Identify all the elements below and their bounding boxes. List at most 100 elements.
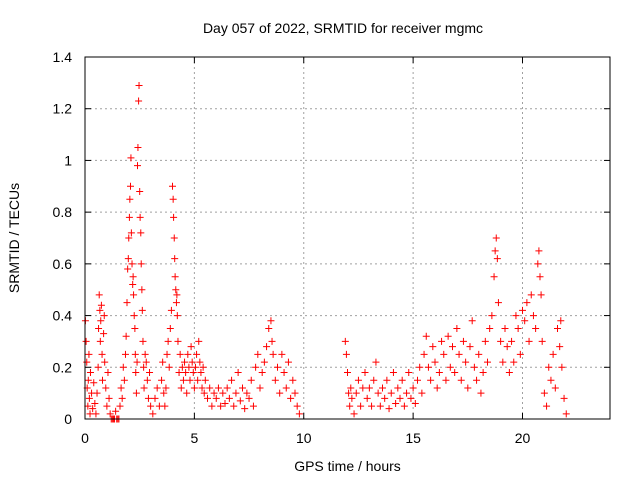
data-point xyxy=(86,368,94,376)
data-point xyxy=(149,410,157,418)
data-point xyxy=(411,399,419,407)
data-point xyxy=(201,376,209,384)
data-point xyxy=(527,291,535,299)
data-point xyxy=(470,363,478,371)
y-tick-label: 1.4 xyxy=(53,49,73,65)
data-point xyxy=(127,229,135,237)
data-point xyxy=(101,358,109,366)
data-point xyxy=(392,399,400,407)
data-point xyxy=(183,389,191,397)
x-tick-label: 5 xyxy=(190,430,198,446)
data-point xyxy=(225,394,233,402)
data-point xyxy=(197,368,205,376)
data-point xyxy=(536,273,544,281)
y-tick-label: 0.2 xyxy=(53,359,73,375)
data-point xyxy=(187,343,195,351)
data-point xyxy=(98,350,106,358)
data-point xyxy=(435,368,443,376)
data-point xyxy=(134,162,141,170)
data-point xyxy=(350,410,358,418)
data-point xyxy=(204,394,211,402)
data-point xyxy=(170,234,178,242)
data-point xyxy=(558,363,566,371)
data-point xyxy=(256,384,264,392)
data-point xyxy=(214,384,222,392)
data-point xyxy=(352,389,360,397)
data-point xyxy=(466,343,474,351)
data-point xyxy=(449,343,456,351)
data-point xyxy=(505,368,513,376)
data-point xyxy=(260,358,268,366)
data-point xyxy=(407,394,415,402)
data-point xyxy=(519,306,526,314)
data-point xyxy=(130,312,138,320)
data-point xyxy=(499,358,507,366)
data-point xyxy=(346,402,354,410)
data-point xyxy=(117,384,125,392)
data-point xyxy=(221,399,229,407)
data-point xyxy=(282,384,290,392)
data-point xyxy=(468,317,476,325)
data-point xyxy=(486,325,494,332)
data-point xyxy=(341,337,349,345)
data-point xyxy=(96,337,104,345)
data-point xyxy=(521,317,529,325)
data-point xyxy=(422,332,430,340)
data-point xyxy=(239,384,246,392)
data-point xyxy=(516,350,524,358)
data-point xyxy=(424,363,432,371)
data-point xyxy=(138,286,146,294)
data-point xyxy=(293,402,301,410)
data-point xyxy=(138,306,146,314)
data-point xyxy=(556,343,564,351)
data-point xyxy=(363,394,371,402)
data-point xyxy=(219,389,227,397)
data-point xyxy=(535,247,543,255)
data-point xyxy=(191,363,199,371)
data-point xyxy=(118,394,126,402)
data-point xyxy=(124,255,132,263)
data-point xyxy=(158,376,166,384)
data-point xyxy=(163,350,171,358)
x-axis-title: GPS time / hours xyxy=(294,458,401,474)
data-point xyxy=(173,312,181,320)
data-point xyxy=(139,337,147,345)
data-point xyxy=(557,317,565,325)
data-point xyxy=(545,363,553,371)
data-point xyxy=(540,389,548,397)
data-point xyxy=(160,389,168,397)
data-point xyxy=(166,325,174,332)
data-points xyxy=(81,81,570,423)
data-point xyxy=(144,394,152,402)
data-point xyxy=(162,384,170,392)
data-point xyxy=(198,384,206,392)
data-point xyxy=(241,405,249,413)
data-point xyxy=(444,332,452,340)
data-point xyxy=(133,358,141,366)
data-point xyxy=(177,384,185,392)
data-point xyxy=(387,389,395,397)
data-point xyxy=(508,337,516,345)
data-point xyxy=(131,325,139,332)
data-point xyxy=(344,368,351,376)
data-point xyxy=(427,376,435,384)
data-point xyxy=(529,312,537,320)
data-point xyxy=(128,260,136,268)
data-point xyxy=(165,363,173,371)
data-point xyxy=(132,368,140,376)
data-point xyxy=(538,337,546,345)
data-point xyxy=(372,358,380,366)
data-point xyxy=(289,376,297,384)
data-point xyxy=(212,394,220,402)
data-point xyxy=(394,384,402,392)
data-point xyxy=(269,350,277,358)
data-point xyxy=(169,182,176,190)
data-point xyxy=(462,358,470,366)
data-point xyxy=(137,229,145,237)
data-point xyxy=(167,306,175,314)
data-point xyxy=(383,376,391,384)
data-point xyxy=(514,325,522,332)
data-point xyxy=(104,368,112,376)
data-point xyxy=(368,402,376,410)
data-point xyxy=(370,376,378,384)
